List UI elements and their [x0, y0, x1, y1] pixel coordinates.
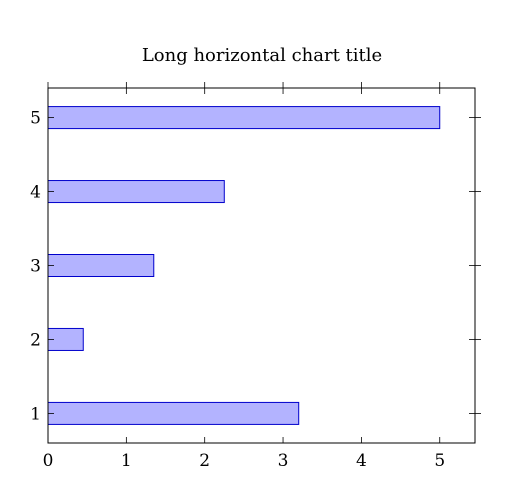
- y-tick-label-1: 1: [30, 404, 41, 424]
- x-tick-label-5: 5: [434, 451, 445, 471]
- bar-4: [47, 180, 225, 204]
- y-tick-label-4: 4: [30, 183, 41, 203]
- y-tick-label-3: 3: [30, 257, 41, 277]
- x-tick-label-4: 4: [356, 451, 367, 471]
- x-tick-label-1: 1: [121, 451, 132, 471]
- bar-5: [47, 106, 441, 130]
- bar-1: [47, 401, 300, 425]
- y-tick-label-2: 2: [30, 330, 41, 350]
- bars-group: [47, 106, 441, 425]
- x-tick-label-2: 2: [199, 451, 210, 471]
- chart-title: Long horizontal chart title: [142, 45, 382, 66]
- x-tick-label-0: 0: [43, 451, 54, 471]
- ticks-group: 1 2 3 4 5 0 1 2 3 4 5: [30, 82, 481, 471]
- plot-frame: [47, 87, 476, 444]
- x-tick-label-3: 3: [278, 451, 289, 471]
- bar-3: [47, 254, 155, 277]
- y-tick-label-5: 5: [30, 109, 41, 129]
